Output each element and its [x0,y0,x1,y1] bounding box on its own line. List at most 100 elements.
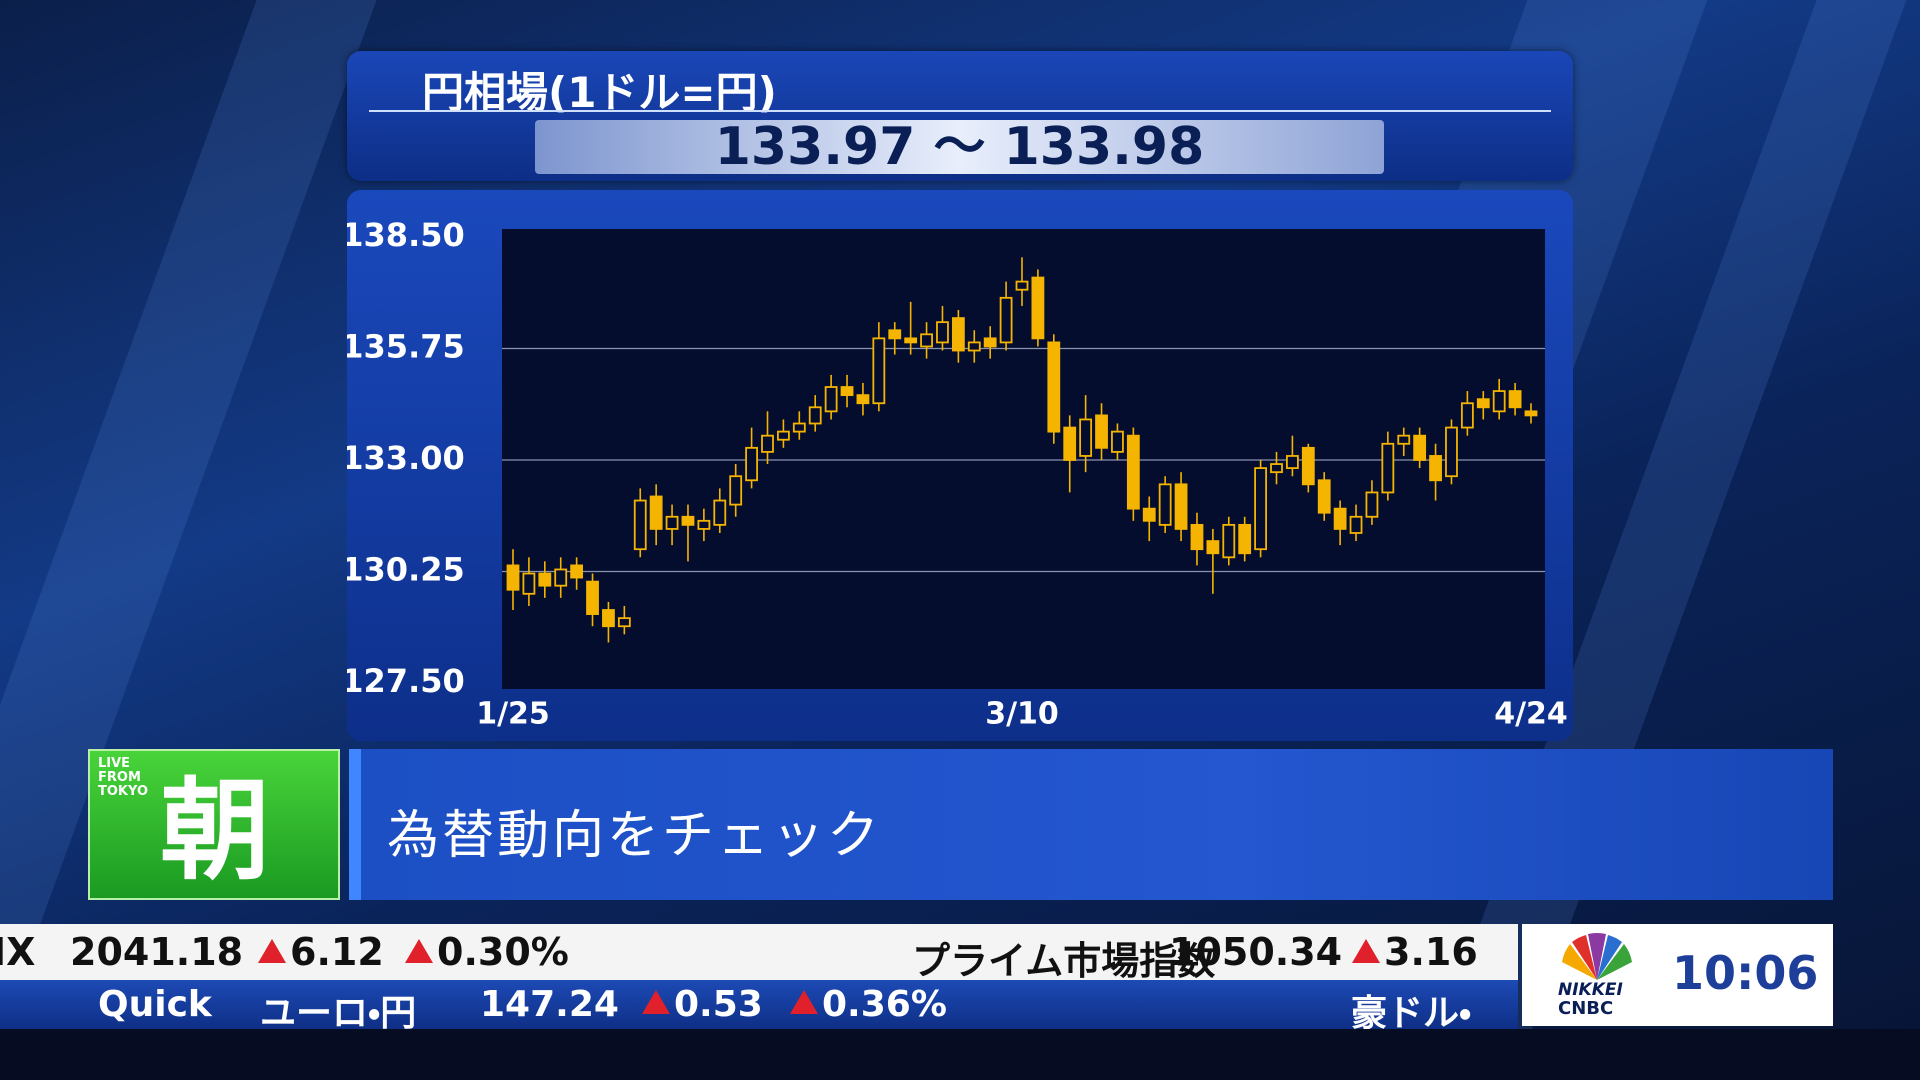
decor [0,0,377,1080]
ticker-item: 2041.18 [70,930,243,974]
candle-body [1365,491,1379,518]
y-tick-label: 127.50 [347,662,465,700]
headline: 為替動向をチェック [387,806,883,866]
candle-body [1254,467,1267,551]
candle-body [1047,341,1061,433]
candle-body [1317,479,1331,514]
ticker-item: 0.30% [405,930,569,974]
ticker-item: 豪ドル・ [1351,984,1471,1029]
candle-body [761,434,774,453]
candle-body [1142,507,1156,522]
up-arrow [258,939,286,963]
candle-body [1508,390,1522,409]
candle-body [1222,523,1236,559]
candle-body [570,564,584,579]
ticker-text: 147.24 [480,984,619,1025]
candle-body [1286,455,1299,470]
badge-line: LIVE [98,756,131,771]
rate-box: 133.97 〜 133.98 [535,120,1384,174]
candle-body [1429,455,1442,482]
candle-body [681,515,695,526]
candle-body [745,446,758,482]
ticker-item: ユーロ・円 [260,984,416,1029]
candle-body [808,406,822,425]
badge: LIVE FROM TOKYO 朝 [88,749,340,900]
candle-body [1079,418,1093,457]
candle-body [983,337,997,348]
candle-body [1111,430,1124,453]
candle-body [1476,398,1490,409]
divider [369,110,1551,112]
candle-body [1333,507,1347,530]
candle-body [1174,483,1188,530]
footer-bar [0,1029,1920,1080]
y-tick-label: 135.75 [347,328,465,366]
candle-body [554,568,568,587]
candle-body [1063,426,1077,461]
candle-body [999,296,1013,344]
ticker-item: 1050.34 [1169,930,1342,974]
candle-body [824,386,838,413]
x-tick-label: 1/25 [476,697,550,732]
candle-body [856,394,870,405]
up-arrow [642,990,670,1014]
candle-body [1524,410,1538,417]
candle-body [1015,280,1029,291]
candle-body [729,475,743,506]
y-tick-label: 138.50 [347,216,465,254]
candle-body [936,321,949,344]
up-arrow [405,939,433,963]
up-arrow [790,990,818,1014]
logo-box: NIKKEI CNBC 10:06 [1522,924,1833,1026]
candle-body [967,341,981,352]
candle-body [538,572,552,587]
ticker-text: Quick [98,984,212,1025]
ticker-item: プライム市場指数 [912,930,1215,980]
candle-body [697,519,711,530]
candle-body [1445,426,1458,478]
candle-body [1381,442,1395,494]
ticker-item: 3.16 [1352,930,1478,974]
candle-body [602,609,615,628]
candle-body [872,337,886,405]
candle-body [1095,414,1108,449]
ticker-text: ユーロ・円 [260,993,417,1029]
x-tick-label: 4/24 [1494,697,1568,732]
logo-text: CNBC [1558,998,1614,1019]
ticker-text: 2041.18 [70,930,244,974]
ticker-text: IX [0,930,36,974]
clock: 10:06 [1672,946,1819,1000]
ticker-item: 0.53 [642,984,763,1025]
candle-body [649,495,663,530]
candle-body [840,386,854,397]
candle-body [1460,402,1474,429]
badge-char: 朝 [160,767,270,895]
ticker-item: 0.36% [790,984,947,1025]
candle-body [951,317,965,352]
ticker-text: 豪ドル・ [1351,993,1472,1029]
candle-body [777,430,790,441]
chart: 138.50 135.75 133.00 130.25 127.50 1/25 3/10 4/… [347,190,1573,741]
candle-body [633,499,647,551]
ticker-text: 0.36% [822,984,947,1025]
badge-line: TOKYO [98,784,148,799]
candle-body [904,337,918,344]
header-panel: 円相場(1ドル=円) 133.97 〜 133.98 [347,51,1573,181]
candle-body [792,422,806,433]
x-tick-label: 3/10 [985,697,1059,732]
candle-body [1031,276,1045,340]
candle-body [713,499,727,526]
ticker-text: 0.30% [437,930,569,974]
peacock-icon [1562,932,1632,980]
candle-body [1349,515,1363,534]
candle-body [506,564,520,591]
header-title: 円相場(1ドル=円) [422,68,777,117]
candle-body [920,333,933,348]
candle-body [586,580,599,615]
candle-body [617,617,631,628]
candle-body [1190,523,1204,551]
badge-line: FROM [98,770,141,785]
ticker-text: 3.16 [1384,930,1478,974]
y-tick-label: 130.25 [347,551,465,589]
